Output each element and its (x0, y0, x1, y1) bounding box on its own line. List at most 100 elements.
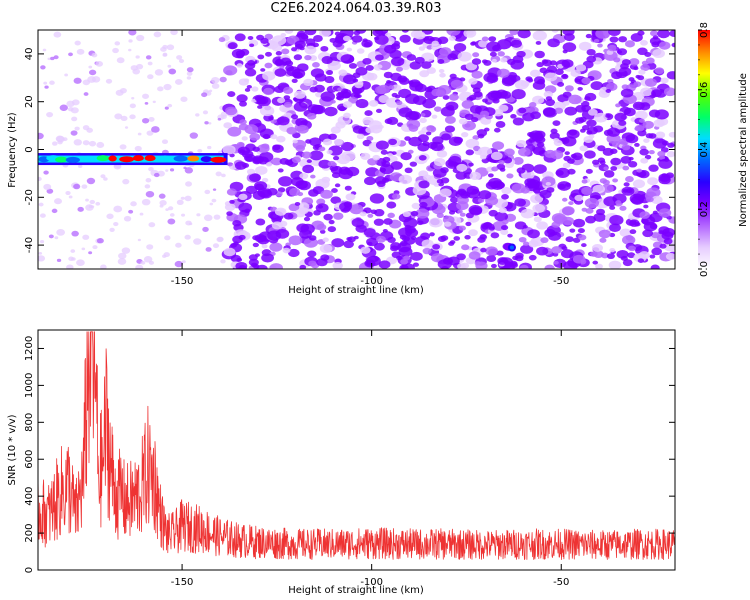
heatmap-cell (78, 164, 83, 169)
heatmap-cell (622, 165, 630, 171)
heatmap-cell (636, 168, 643, 173)
heatmap-cell (227, 42, 238, 50)
heatmap-cell (572, 237, 581, 243)
heatmap-cell (320, 189, 333, 199)
heatmap-cell (170, 30, 178, 36)
heatmap-cell (43, 170, 49, 175)
heatmap-cell (334, 31, 341, 36)
heatmap-cell (458, 225, 466, 231)
heatmap-cell (629, 64, 638, 70)
heatmap-cell (89, 199, 96, 205)
heatmap-cell (642, 229, 654, 238)
heatmap-cell (55, 156, 68, 163)
heatmap-cell (351, 218, 365, 228)
heatmap-cell (146, 130, 154, 136)
heatmap-cell (468, 229, 478, 237)
heatmap-cell (590, 81, 604, 91)
heatmap-cell (554, 107, 564, 114)
heatmap-cell (561, 73, 568, 78)
heatmap-cell (224, 203, 236, 211)
heatmap-cell (581, 243, 587, 248)
heatmap-cell (503, 156, 513, 164)
heatmap-cell (541, 59, 549, 64)
spectrogram-panel: -150 -100 -50 -40 -20 0 20 40 Height of straigh… (7, 29, 676, 296)
heatmap-cell (536, 61, 544, 68)
heatmap-cell (356, 133, 365, 140)
heatmap-cell (566, 129, 580, 139)
heatmap-cell (239, 149, 246, 154)
heatmap-cell (121, 247, 131, 254)
heatmap-cell (291, 78, 298, 83)
heatmap-cell (615, 103, 621, 108)
colorbar: 0.0 0.2 0.4 0.6 0.8 Normalized spectral ampl… (698, 22, 749, 277)
heatmap-cell (295, 117, 308, 127)
heatmap-cell (260, 68, 266, 72)
heatmap-cell (382, 156, 391, 163)
heatmap-cell (437, 236, 447, 242)
heatmap-cell (411, 202, 421, 210)
heatmap-cell (595, 30, 610, 39)
heatmap-cell (283, 212, 294, 220)
heatmap-cell (278, 176, 293, 187)
heatmap-cell (293, 54, 303, 61)
heatmap-cell (71, 116, 78, 122)
heatmap-cell (412, 262, 419, 267)
heatmap-cell (544, 72, 558, 82)
colorbar-label: Normalized spectral amplitude (738, 73, 749, 227)
heatmap-cell (605, 82, 618, 91)
heatmap-cell (337, 87, 343, 92)
heatmap-cell (319, 30, 332, 37)
snr-ylabel: SNR (10 * v/v) (7, 414, 18, 485)
heatmap-cell (391, 84, 402, 92)
heatmap-cell (499, 167, 506, 172)
heatmap-cell (249, 43, 255, 48)
heatmap-cell (77, 206, 84, 212)
heatmap-cell (422, 247, 432, 255)
heatmap-cell (73, 183, 81, 190)
heatmap-cell (73, 77, 82, 84)
heatmap-cell (213, 214, 221, 220)
heatmap-cell (618, 67, 632, 77)
heatmap-cell (279, 65, 285, 70)
heatmap-cell (129, 103, 136, 109)
heatmap-cell (319, 244, 333, 254)
heatmap-cell (545, 181, 551, 186)
heatmap-cell (261, 244, 268, 249)
heatmap-cell (226, 162, 233, 167)
heatmap-cell (461, 132, 469, 138)
heatmap-cell (562, 162, 571, 169)
heatmap-cell (64, 73, 68, 77)
heatmap-cell (244, 208, 251, 214)
heatmap-cell (68, 195, 73, 199)
heatmap-cell (588, 134, 595, 139)
heatmap-cell (331, 188, 338, 193)
heatmap-cell (56, 228, 66, 236)
heatmap-cell (390, 72, 402, 82)
heatmap-cell (113, 205, 123, 213)
heatmap-cell (283, 95, 291, 100)
heatmap-cell (415, 208, 430, 219)
heatmap-cell (116, 57, 125, 64)
heatmap-cell (308, 189, 319, 197)
heatmap-cell (666, 151, 675, 158)
heatmap-cell (497, 51, 505, 57)
heatmap-cell (405, 93, 420, 104)
heatmap-cell (321, 56, 333, 65)
heatmap-cell (211, 198, 217, 203)
heatmap-cell (597, 145, 606, 152)
heatmap-cell (561, 59, 574, 68)
heatmap-spot-core (509, 245, 514, 250)
heatmap-cell (124, 126, 129, 129)
heatmap-cell (158, 193, 166, 199)
heatmap-cell (465, 212, 474, 219)
heatmap-cell (137, 238, 141, 242)
heatmap-cell (74, 126, 80, 131)
heatmap-cell (568, 201, 574, 206)
heatmap-cell (481, 36, 489, 42)
heatmap-cell (426, 125, 435, 132)
heatmap-cell (232, 220, 242, 227)
heatmap-cell (247, 60, 256, 66)
heatmap-cell (497, 68, 510, 78)
heatmap-cell (185, 181, 193, 187)
heatmap-cell (375, 54, 384, 61)
